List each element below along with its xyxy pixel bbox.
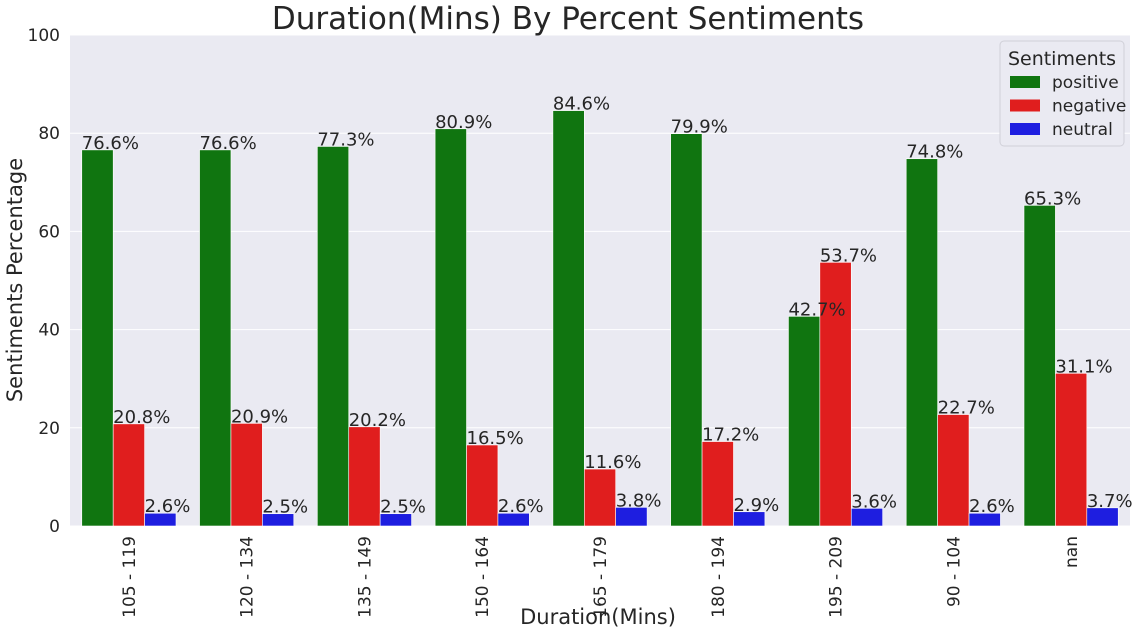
data-label: 76.6% bbox=[200, 133, 257, 154]
bar-negative bbox=[701, 441, 734, 527]
legend-swatch-neutral bbox=[1010, 123, 1040, 135]
bar-neutral bbox=[1086, 507, 1119, 527]
bar-neutral bbox=[968, 512, 1001, 527]
data-label: 77.3% bbox=[317, 129, 374, 150]
x-tick-label: 195 - 209 bbox=[827, 536, 847, 618]
legend-swatch-negative bbox=[1010, 99, 1040, 112]
data-label: 3.8% bbox=[616, 490, 662, 511]
legend-swatch-positive bbox=[1010, 76, 1040, 88]
data-label: 11.6% bbox=[584, 452, 641, 473]
bar-positive bbox=[788, 316, 821, 527]
data-label: 42.7% bbox=[788, 299, 845, 320]
x-tick-label: 120 - 134 bbox=[238, 536, 258, 618]
x-tick-labels: 105 - 119 120 - 134 135 - 149 150 - 164 165 … bbox=[120, 536, 1082, 618]
data-label: 2.9% bbox=[733, 495, 779, 516]
x-tick-label: nan bbox=[1062, 536, 1082, 568]
bar-neutral bbox=[144, 512, 177, 527]
bars bbox=[81, 110, 1119, 527]
data-label: 20.9% bbox=[231, 406, 288, 427]
legend-label-negative: negative bbox=[1052, 97, 1126, 117]
bar-negative bbox=[819, 262, 852, 527]
data-label: 3.6% bbox=[851, 491, 897, 512]
bar-negative bbox=[348, 426, 381, 527]
bar-negative bbox=[466, 444, 499, 527]
bar-neutral bbox=[733, 511, 766, 527]
bar-negative bbox=[112, 423, 145, 527]
data-label: 16.5% bbox=[467, 428, 524, 449]
data-label: 53.7% bbox=[820, 245, 877, 266]
y-tick-label: 20 bbox=[38, 419, 60, 439]
data-labels: 76.6% 20.8% 2.6% 76.6% 20.9% 2.5% 77.3% 20.2% 2.… bbox=[82, 94, 1133, 518]
bar-negative bbox=[230, 423, 263, 527]
legend-label-positive: positive bbox=[1052, 73, 1119, 93]
bar-positive bbox=[434, 128, 467, 527]
data-label: 22.7% bbox=[938, 398, 995, 419]
data-label: 84.6% bbox=[553, 94, 610, 115]
data-label: 17.2% bbox=[702, 425, 759, 446]
data-label: 2.6% bbox=[145, 496, 191, 517]
bar-neutral bbox=[615, 507, 648, 527]
data-label: 2.5% bbox=[262, 497, 308, 518]
bar-neutral bbox=[379, 513, 412, 527]
bar-positive bbox=[81, 149, 114, 527]
x-tick-label: 90 - 104 bbox=[944, 536, 964, 607]
legend: Sentiments positive negative neutral bbox=[999, 40, 1126, 147]
bar-neutral bbox=[497, 512, 530, 527]
data-label: 2.6% bbox=[498, 496, 544, 517]
bar-positive bbox=[670, 133, 703, 527]
y-tick-labels: 0 20 40 60 80 100 bbox=[28, 26, 60, 537]
x-axis-label: Duration(Mins) bbox=[520, 605, 676, 629]
data-label: 20.8% bbox=[113, 407, 170, 428]
data-label: 79.9% bbox=[671, 117, 728, 138]
legend-label-neutral: neutral bbox=[1052, 120, 1113, 140]
data-label: 76.6% bbox=[82, 133, 139, 154]
data-label: 31.1% bbox=[1055, 356, 1112, 377]
legend-title: Sentiments bbox=[1008, 48, 1116, 70]
bar-positive bbox=[905, 158, 938, 527]
data-label: 20.2% bbox=[349, 410, 406, 431]
data-label: 65.3% bbox=[1024, 188, 1081, 209]
bar-negative bbox=[1055, 372, 1088, 527]
bar-neutral bbox=[262, 513, 295, 527]
data-label: 2.5% bbox=[380, 497, 426, 518]
data-label: 2.6% bbox=[969, 496, 1015, 517]
y-axis-label: Sentiments Percentage bbox=[3, 158, 27, 402]
bar-positive bbox=[552, 110, 585, 527]
bar-negative bbox=[583, 468, 617, 527]
x-tick-label: 105 - 119 bbox=[120, 536, 140, 618]
x-tick-label: 135 - 149 bbox=[355, 536, 375, 618]
y-tick-label: 0 bbox=[49, 517, 60, 537]
data-label: 80.9% bbox=[435, 112, 492, 133]
x-tick-label: 150 - 164 bbox=[473, 536, 493, 618]
bar-negative bbox=[937, 414, 970, 527]
data-label: 3.7% bbox=[1087, 491, 1133, 512]
y-tick-label: 40 bbox=[38, 321, 60, 341]
y-tick-label: 60 bbox=[38, 222, 60, 242]
bar-positive bbox=[1023, 205, 1056, 527]
x-tick-label: 165 - 179 bbox=[591, 536, 611, 618]
y-tick-label: 100 bbox=[28, 26, 60, 46]
legend-box bbox=[999, 40, 1125, 147]
bar-neutral bbox=[850, 508, 883, 527]
data-label: 74.8% bbox=[906, 142, 963, 163]
x-tick-label: 180 - 194 bbox=[709, 536, 729, 618]
chart-title: Duration(Mins) By Percent Sentiments bbox=[272, 1, 864, 37]
bar-positive bbox=[199, 149, 232, 527]
y-tick-label: 80 bbox=[38, 124, 60, 144]
bar-positive bbox=[317, 146, 350, 527]
